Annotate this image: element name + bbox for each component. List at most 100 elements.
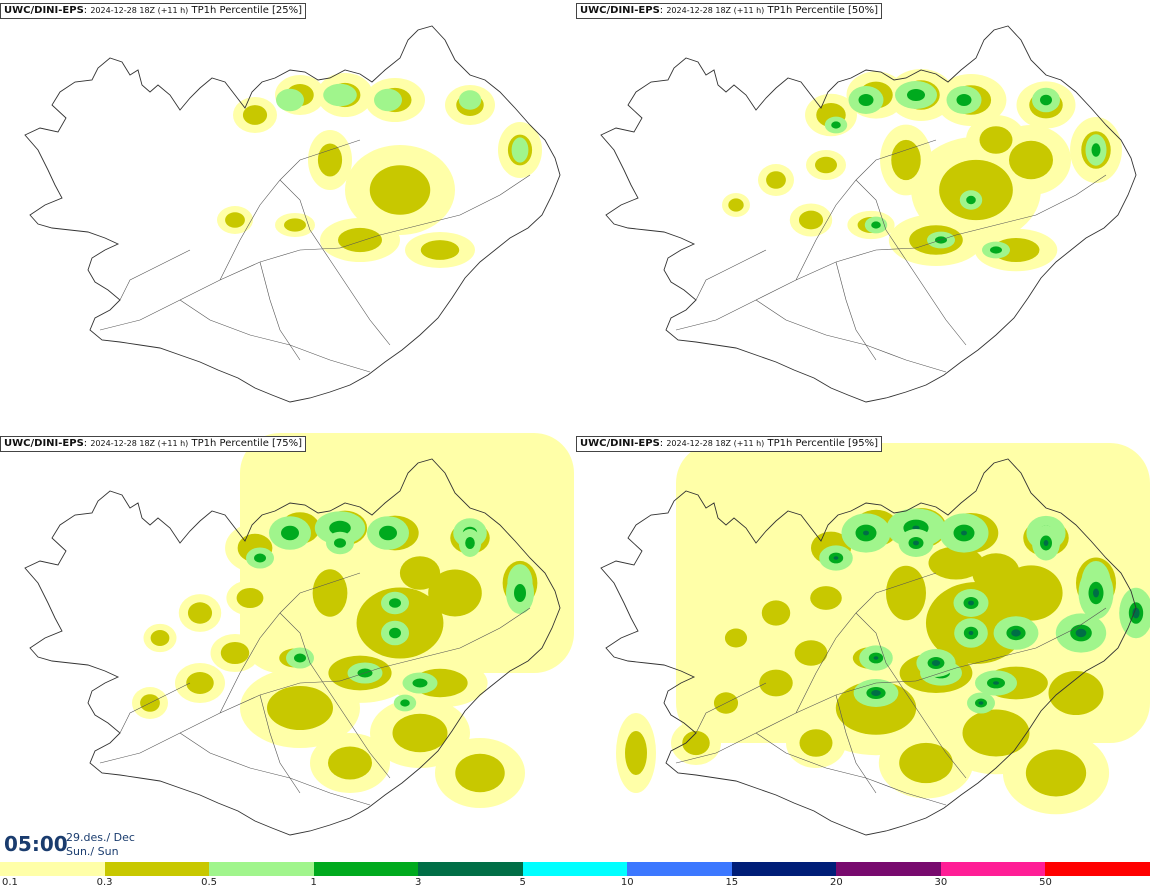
precip-area <box>1040 94 1052 106</box>
colorbar-segment <box>418 862 523 876</box>
road <box>695 682 767 734</box>
precip-area <box>455 753 505 793</box>
panel-title: UWC/DINI-EPS: 2024-12-28 18Z (+11 h) TP1… <box>0 436 307 452</box>
precip-area <box>511 137 529 163</box>
precip-area <box>294 653 306 663</box>
precip-area <box>369 165 431 215</box>
colorbar-labels: 0.1 0.3 0.5 1 3 5 10 15 20 30 50 <box>0 877 1150 889</box>
colorbar-tick-label: 0.1 <box>2 877 18 888</box>
panel-title: UWC/DINI-EPS: 2024-12-28 18Z (+11 h) TP1… <box>576 436 883 452</box>
precip-area <box>312 569 348 617</box>
valid-time-box: 05:00 29.des./ Dec Sun./ Sun <box>0 828 136 862</box>
colorbar-segment <box>731 862 837 876</box>
precip-area <box>990 246 1002 254</box>
precip-area <box>187 602 213 624</box>
precip-map <box>600 25 1137 403</box>
precip-area <box>961 530 967 536</box>
precip-area <box>962 709 1030 757</box>
precip-area <box>1048 671 1104 715</box>
road <box>915 607 1107 682</box>
road <box>279 612 391 779</box>
precip-area <box>1132 607 1140 619</box>
precip-area <box>993 681 999 685</box>
run-time: 2024-12-28 18Z (+11 h) <box>90 439 189 448</box>
precip-area <box>236 587 264 609</box>
precip-area <box>392 713 448 753</box>
precip-area <box>338 227 382 253</box>
coastline <box>600 25 1137 403</box>
model-name: UWC/DINI-EPS <box>4 438 84 449</box>
precip-area <box>968 600 974 606</box>
precip-map <box>600 443 1150 836</box>
precip-area <box>928 546 984 580</box>
coastline <box>24 25 561 403</box>
precip-area <box>1009 140 1053 180</box>
precip-area <box>514 584 526 602</box>
precip-area <box>873 656 879 660</box>
precip-area <box>323 83 357 107</box>
colorbar-tick-label: 0.5 <box>201 877 218 888</box>
field-title: TP1h Percentile [50%] <box>767 5 879 16</box>
precip-area <box>956 94 972 106</box>
model-name: UWC/DINI-EPS <box>580 5 660 16</box>
run-time: 2024-12-28 18Z (+11 h) <box>666 439 765 448</box>
precip-area <box>1075 628 1087 638</box>
road <box>339 607 531 682</box>
colorbar-tick-label: 10 <box>620 877 634 888</box>
precip-area <box>871 690 881 696</box>
precip-area <box>186 672 214 694</box>
precip-area <box>220 641 250 665</box>
precip-area <box>1091 143 1101 157</box>
precip-area <box>317 143 343 177</box>
precip-layer <box>217 73 542 268</box>
road <box>179 299 371 373</box>
map-panel-p50: UWC/DINI-EPS: 2024-12-28 18Z (+11 h) TP1… <box>576 0 1150 431</box>
precip-map <box>24 433 574 836</box>
valid-date: 29.des./ Dec Sun./ Sun <box>66 831 135 859</box>
precip-area <box>972 553 1020 593</box>
precip-area <box>979 126 1013 154</box>
precip-area <box>759 669 793 697</box>
colorbar-tick-label: 1 <box>310 877 317 888</box>
colorbar-segment <box>836 862 941 876</box>
road <box>99 247 341 331</box>
panel-title: UWC/DINI-EPS: 2024-12-28 18Z (+11 h) TP1… <box>0 3 307 19</box>
precip-area <box>1093 588 1099 598</box>
colorbar-tick-label: 50 <box>1039 877 1052 888</box>
precip-area <box>254 553 266 563</box>
precip-area <box>412 678 428 688</box>
field-title: TP1h Percentile [75%] <box>191 438 303 449</box>
run-time: 2024-12-28 18Z (+11 h) <box>666 6 765 15</box>
precip-area <box>328 746 372 780</box>
colorbar-tick-label: 0.3 <box>96 877 113 888</box>
precip-area <box>891 139 921 181</box>
precip-area <box>810 586 842 610</box>
precip-area <box>400 699 410 707</box>
precip-area <box>682 730 710 756</box>
colorbar-segment <box>0 862 105 876</box>
colorbar-segment <box>1045 862 1150 876</box>
precip-layer <box>722 69 1122 272</box>
road <box>855 612 967 779</box>
road <box>855 179 967 346</box>
precip-area <box>858 94 874 106</box>
road <box>259 261 301 361</box>
precip-area <box>242 105 268 125</box>
precip-area <box>833 556 839 560</box>
precip-area <box>625 731 647 775</box>
precip-area <box>1011 629 1021 637</box>
colorbar <box>0 862 1150 876</box>
precip-area <box>798 210 824 230</box>
precip-area <box>966 195 976 205</box>
precip-area <box>968 630 974 636</box>
precip-map <box>24 25 561 403</box>
map-panel-p75: UWC/DINI-EPS: 2024-12-28 18Z (+11 h) TP1… <box>0 433 574 864</box>
coastline-layer <box>600 25 1137 403</box>
road <box>835 261 877 361</box>
precip-area <box>267 686 333 730</box>
model-name: UWC/DINI-EPS <box>580 438 660 449</box>
precip-area <box>931 660 941 666</box>
model-name: UWC/DINI-EPS <box>4 5 84 16</box>
precip-layer <box>616 443 1150 815</box>
precip-area <box>389 627 401 639</box>
